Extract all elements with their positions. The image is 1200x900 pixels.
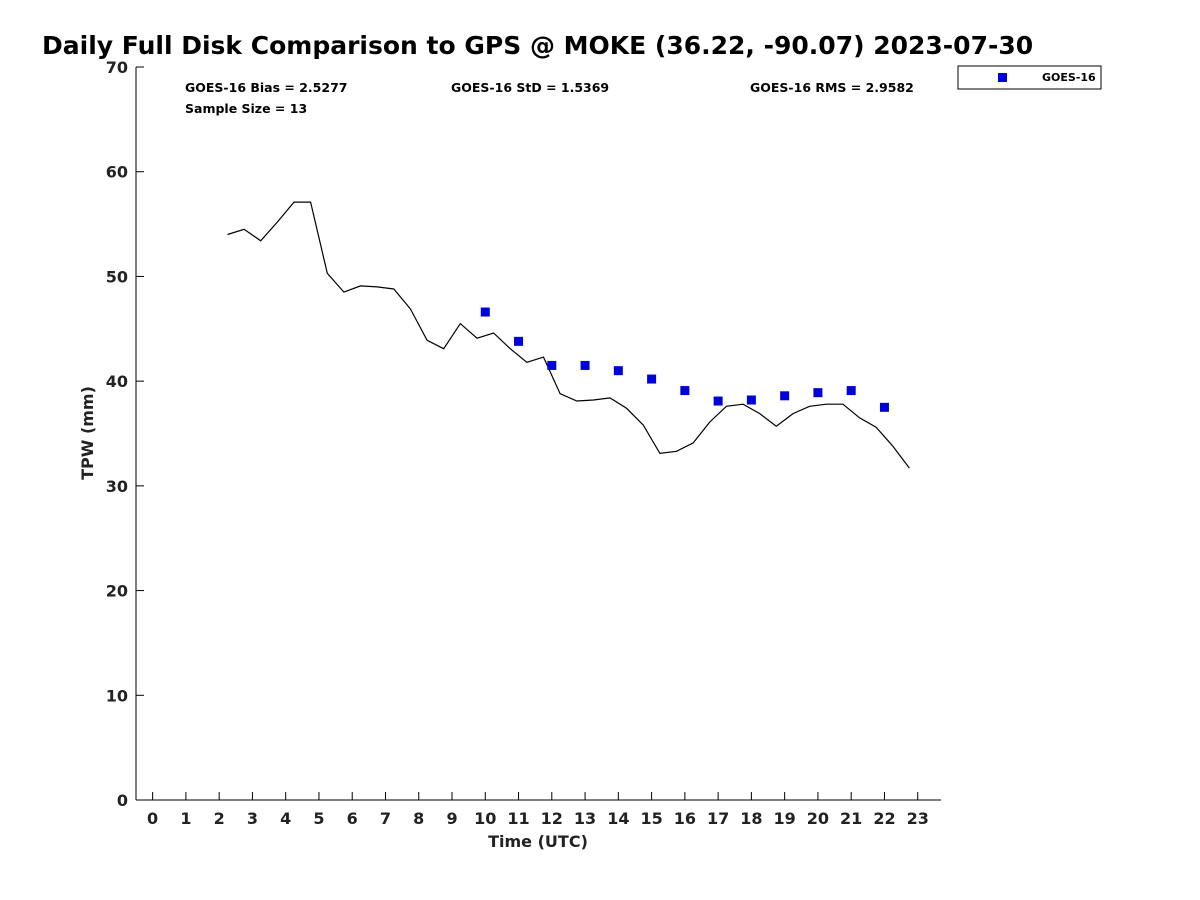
y-tick-label: 30 xyxy=(106,477,128,496)
x-tick-label: 5 xyxy=(313,809,324,828)
y-tick-label: 20 xyxy=(106,582,128,601)
x-tick-label: 2 xyxy=(214,809,225,828)
x-tick-label: 8 xyxy=(413,809,424,828)
x-tick-label: 7 xyxy=(380,809,391,828)
x-ticks: 0 1 2 3 4 5 6 7 8 9 10 11 12 13 14 15 16 17 18 19 20 21 22 23 xyxy=(147,792,929,828)
goes16-point xyxy=(879,402,889,412)
goes16-point xyxy=(846,386,856,396)
x-tick-label: 22 xyxy=(873,809,895,828)
x-tick-label: 18 xyxy=(740,809,762,828)
x-tick-label: 16 xyxy=(674,809,696,828)
y-tick-label: 70 xyxy=(106,58,128,77)
goes16-point xyxy=(746,395,756,405)
x-tick-label: 6 xyxy=(347,809,358,828)
y-tick-label: 50 xyxy=(106,267,128,286)
goes16-point xyxy=(580,360,590,370)
stat-rms: GOES-16 RMS = 2.9582 xyxy=(750,80,914,95)
chart-title: Daily Full Disk Comparison to GPS @ MOKE… xyxy=(42,31,1033,60)
legend: GOES-16 xyxy=(957,65,1102,90)
stat-bias: GOES-16 Bias = 2.5277 xyxy=(185,80,347,95)
goes16-point xyxy=(713,396,723,406)
y-axis-label: TPW (mm) xyxy=(78,386,97,480)
x-axis-label: Time (UTC) xyxy=(488,832,588,851)
x-tick-label: 4 xyxy=(280,809,291,828)
x-tick-label: 3 xyxy=(247,809,258,828)
goes16-point xyxy=(680,386,690,396)
legend-label-goes16: GOES-16 xyxy=(1042,71,1096,84)
x-tick-label: 13 xyxy=(574,809,596,828)
gps-tpw-line xyxy=(227,201,910,469)
x-tick-label: 15 xyxy=(640,809,662,828)
goes16-point xyxy=(813,388,823,398)
goes16-point xyxy=(780,391,790,401)
stat-sample-size: Sample Size = 13 xyxy=(185,101,307,116)
x-tick-label: 0 xyxy=(147,809,158,828)
x-tick-label: 11 xyxy=(507,809,529,828)
stat-std: GOES-16 StD = 1.5369 xyxy=(451,80,609,95)
x-tick-label: 10 xyxy=(474,809,496,828)
x-tick-label: 9 xyxy=(446,809,457,828)
x-tick-label: 14 xyxy=(607,809,629,828)
y-tick-label: 0 xyxy=(117,791,128,810)
goes16-point xyxy=(514,336,524,346)
x-tick-label: 12 xyxy=(541,809,563,828)
goes16-point xyxy=(647,374,657,384)
legend-box xyxy=(957,65,1102,90)
goes16-scatter-series xyxy=(480,307,889,412)
y-tick-label: 60 xyxy=(106,163,128,182)
goes16-point xyxy=(547,360,557,370)
legend-marker xyxy=(998,73,1007,82)
goes16-point xyxy=(480,307,490,317)
x-tick-label: 20 xyxy=(807,809,829,828)
x-tick-label: 1 xyxy=(180,809,191,828)
x-tick-label: 19 xyxy=(774,809,796,828)
y-ticks: 0 10 20 30 40 50 60 70 xyxy=(106,58,144,810)
y-tick-label: 40 xyxy=(106,372,128,391)
goes16-point xyxy=(613,366,623,376)
gps-line-series xyxy=(227,201,910,469)
y-tick-label: 10 xyxy=(106,686,128,705)
x-tick-label: 17 xyxy=(707,809,729,828)
x-tick-label: 21 xyxy=(840,809,862,828)
stats-block: GOES-16 Bias = 2.5277 GOES-16 StD = 1.53… xyxy=(185,80,914,116)
x-tick-label: 23 xyxy=(907,809,929,828)
